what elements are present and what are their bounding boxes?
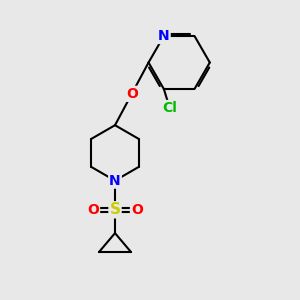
Text: O: O — [87, 203, 99, 217]
Text: O: O — [131, 203, 143, 217]
Text: S: S — [110, 202, 121, 217]
Text: Cl: Cl — [162, 101, 177, 115]
Text: N: N — [158, 29, 170, 43]
Text: N: N — [109, 174, 121, 188]
Text: O: O — [126, 87, 138, 101]
